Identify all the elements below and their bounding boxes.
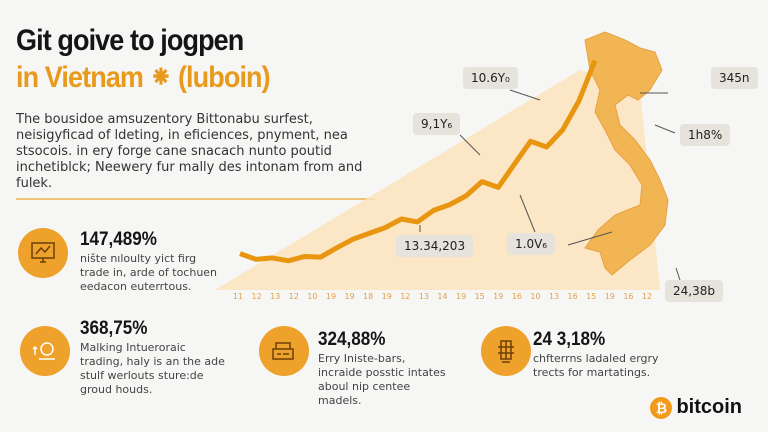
x-tick-label: 16 [623, 292, 634, 301]
x-tick-label: 13 [548, 292, 560, 301]
x-tick-label: 18 [363, 292, 374, 301]
x-tick-label: 13 [270, 292, 281, 301]
stat-description: Malking Intueroraic trading, haly is an … [80, 341, 225, 396]
annotation-label: 1.0V₆ [507, 233, 556, 255]
monitor-chart-icon [18, 228, 68, 278]
stat-value: 24 3,18% [533, 329, 606, 350]
x-tick-label: 19 [381, 292, 392, 301]
bitcoin-logo: ₿ bitcoin [650, 396, 742, 419]
annotation-label: 9,1Y₆ [413, 113, 461, 135]
annotation-label: 1h8% [680, 124, 731, 146]
x-tick-label: 12 [641, 292, 653, 301]
bitcoin-icon: ₿ [650, 396, 673, 419]
stat-value: 324,88% [318, 329, 386, 350]
logo-text: bitcoin [676, 396, 742, 418]
x-tick-label: 19 [455, 292, 467, 301]
leader-line [519, 194, 536, 233]
x-tick-label: 12 [400, 292, 411, 301]
x-tick-label: 13 [418, 292, 429, 301]
area-fill [215, 70, 660, 290]
title-line-1: Git goive to jogpen [16, 24, 244, 57]
divider [16, 198, 376, 200]
annotation-label: 10.6Y₀ [463, 67, 518, 89]
leader-line [567, 231, 613, 246]
leader-line [654, 124, 676, 134]
annotation-label: 24,38b [665, 280, 723, 302]
x-tick-label: 10 [530, 292, 541, 301]
x-tick-label: 19 [493, 292, 504, 301]
x-tick-label: 12 [251, 292, 262, 301]
card-terminal-icon [259, 326, 309, 376]
building-icon [481, 326, 531, 376]
x-tick-label: 15 [586, 292, 597, 301]
x-tick-label: 19 [604, 292, 615, 301]
x-tick-label: 15 [474, 292, 485, 301]
stat-value: 147,489% [80, 229, 158, 250]
stat-description: chfterrns ladaled ergry trects for marta… [533, 352, 659, 379]
price-line [239, 59, 598, 264]
leader-line [509, 89, 541, 101]
x-tick-label: 11 [232, 292, 244, 301]
stat-description: Erry Iniste-bars, incraide posstic intat… [318, 352, 446, 407]
stat-value: 368,75% [80, 318, 148, 339]
annotation-label: 13.34,203 [396, 235, 474, 257]
x-tick-label: 12 [288, 292, 299, 301]
x-tick-label: 16 [511, 292, 522, 301]
x-tick-label: 14 [437, 292, 448, 301]
x-tick-label: 10 [307, 292, 318, 301]
vietnam-map [584, 31, 669, 276]
stat-description: nište nıloulty yict firg trade in, arde … [80, 252, 218, 293]
globe-stand-icon [20, 326, 70, 376]
x-tick-label: 19 [325, 292, 337, 301]
title-line-2: in Vietnam ⁕ (luboin) [16, 61, 271, 94]
x-tick-label: 16 [567, 292, 578, 301]
x-tick-label: 19 [344, 292, 355, 301]
leader-line [459, 134, 481, 156]
annotation-label: 345n [711, 67, 758, 89]
intro-text: The bousidoe amsuzentory Bittonabu surfe… [16, 112, 363, 191]
leader-line [675, 267, 681, 281]
